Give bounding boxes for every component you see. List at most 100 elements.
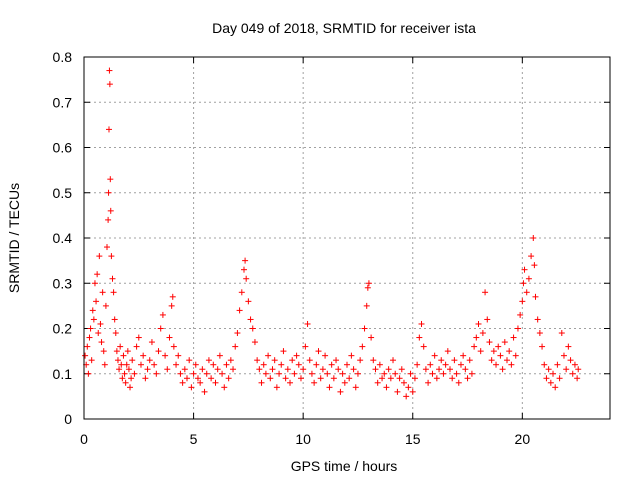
data-point [166,334,173,341]
data-point [184,375,191,382]
data-point [93,298,100,305]
data-point [468,370,475,377]
data-point [418,320,425,327]
data-point [304,320,311,327]
data-point [425,379,432,386]
data-point [104,244,111,251]
data-point [520,280,527,287]
data-point [94,271,101,278]
data-point [276,370,283,377]
data-point [273,384,280,391]
data-point [574,375,581,382]
data-point [381,370,388,377]
data-point [440,370,447,377]
data-point [164,366,171,373]
data-point [534,316,541,323]
data-point [111,316,118,323]
data-point [370,357,377,364]
data-point [322,352,329,359]
data-point [571,361,578,368]
data-point [449,375,456,382]
data-point [554,361,561,368]
data-point [525,275,532,282]
data-point [232,343,239,350]
data-point [552,384,559,391]
data-point [503,357,510,364]
data-point [506,348,513,355]
data-point [486,339,493,346]
data-point [89,307,96,314]
y-tick-label: 0.6 [53,140,73,156]
data-point [197,379,204,386]
data-point [519,298,526,305]
data-point [105,216,112,223]
data-point [214,366,221,373]
data-point [137,361,144,368]
data-point [315,348,322,355]
data-point [565,343,572,350]
data-point [550,370,557,377]
data-point [262,370,269,377]
data-point [359,343,366,350]
data-point [179,379,186,386]
data-point [287,379,294,386]
data-point [328,361,335,368]
data-point [407,370,414,377]
data-point [341,379,348,386]
data-point [414,361,421,368]
data-point [87,325,94,332]
data-point [155,348,162,355]
data-point [102,302,109,309]
data-point [113,348,120,355]
data-point [258,379,265,386]
data-point [236,307,243,314]
y-tick-label: 0.2 [53,321,73,337]
data-point [240,266,247,273]
data-point [278,361,285,368]
data-point [333,357,340,364]
data-point [556,375,563,382]
data-point [438,357,445,364]
data-point [482,289,489,296]
data-point [396,375,403,382]
data-point [528,253,535,260]
data-point [238,289,245,296]
data-point [569,370,576,377]
x-tick-label: 0 [80,431,88,447]
data-point [106,67,113,74]
x-tick-label: 10 [295,431,311,447]
data-point [368,334,375,341]
data-point [383,384,390,391]
data-point [484,316,491,323]
data-point [431,352,438,359]
data-point [106,81,113,88]
data-point [405,384,412,391]
plot-frame [83,56,611,420]
data-point [488,357,495,364]
data-point [108,253,115,260]
data-point [411,375,418,382]
data-point [245,298,252,305]
data-point [97,320,104,327]
data-point [114,357,121,364]
axis-ticks: 0 0.1 0.2 0.3 0.4 0.5 0.6 0.7 0.8 0 5 10 15 20 [53,49,610,447]
data-point [436,366,443,373]
data-point [545,366,552,373]
data-point [194,375,201,382]
data-point [175,352,182,359]
data-point [247,316,254,323]
data-point [86,334,93,341]
data-point [409,388,416,395]
data-point [82,352,89,359]
data-point [457,361,464,368]
y-axis-label: SRMTID / TECUs [6,183,22,293]
data-point [269,366,276,373]
data-point [107,207,114,214]
data-point [110,289,117,296]
data-point [563,366,570,373]
data-point [392,370,399,377]
data-point [558,330,565,337]
data-point [398,366,405,373]
y-tick-label: 0.8 [53,49,73,65]
data-point [422,366,429,373]
